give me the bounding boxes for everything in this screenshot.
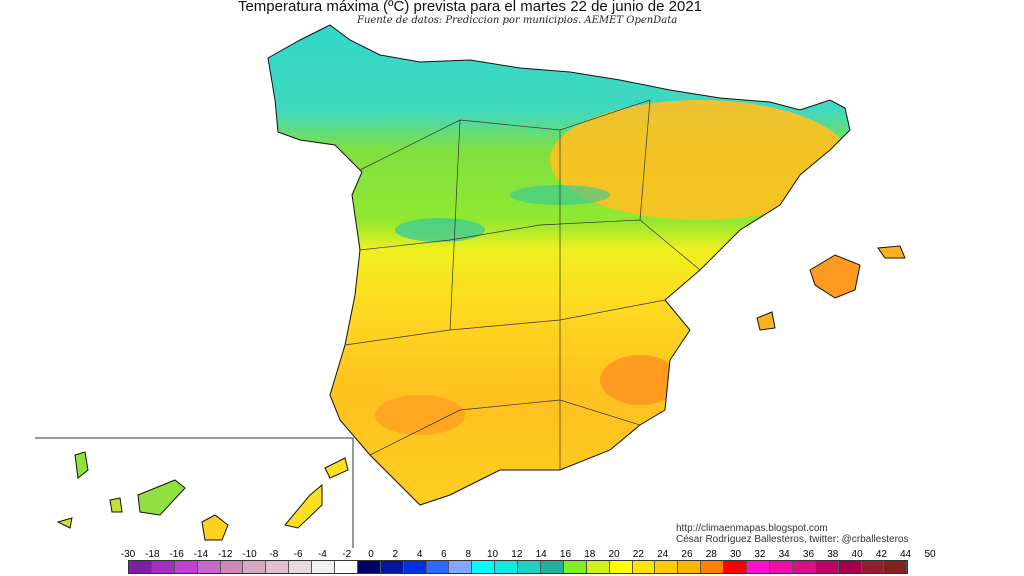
legend-label: 26 xyxy=(681,549,693,560)
legend-label: -10 xyxy=(242,549,257,560)
legend-label: 38 xyxy=(827,549,839,560)
legend-swatch xyxy=(586,561,610,573)
legend-swatch xyxy=(518,561,542,573)
legend-label: 2 xyxy=(392,549,399,560)
legend-swatch xyxy=(289,561,313,573)
legend-swatch xyxy=(815,561,839,573)
legend-swatch xyxy=(861,561,885,573)
legend-label: 10 xyxy=(486,549,499,560)
legend-label: -16 xyxy=(169,549,184,560)
legend-label: 40 xyxy=(851,549,863,560)
legend-swatch xyxy=(655,561,679,573)
legend-swatch xyxy=(243,561,267,573)
legend-swatch xyxy=(220,561,244,573)
legend-swatch xyxy=(609,561,633,573)
legend-swatch xyxy=(380,561,404,573)
legend-swatch xyxy=(403,561,427,573)
legend-label: 12 xyxy=(511,549,523,560)
province-borders xyxy=(344,99,701,470)
legend-label: -2 xyxy=(342,549,352,560)
balearic-islands xyxy=(756,245,906,331)
legend-swatch xyxy=(632,561,656,573)
color-legend xyxy=(128,560,909,574)
legend-swatch xyxy=(449,561,473,573)
legend-swatch xyxy=(197,561,221,573)
legend-swatch xyxy=(701,561,725,573)
legend-swatch xyxy=(129,561,152,573)
legend-label: 14 xyxy=(535,549,547,560)
legend-label: -12 xyxy=(217,549,233,560)
legend-label: 6 xyxy=(441,549,447,560)
legend-swatch xyxy=(495,561,519,573)
legend-swatch xyxy=(838,561,862,573)
legend-label: -6 xyxy=(293,549,303,560)
legend-label: 16 xyxy=(559,549,572,560)
legend-swatch xyxy=(472,561,496,573)
legend-swatch xyxy=(174,561,198,573)
legend-label: 42 xyxy=(875,549,887,560)
legend-label: -14 xyxy=(193,549,209,560)
legend-swatch xyxy=(312,561,336,573)
legend-swatch xyxy=(769,561,793,573)
legend-swatch xyxy=(541,561,564,573)
legend-label: 4 xyxy=(416,549,423,560)
credits: http://climaenmapas.blogspot.com César R… xyxy=(676,523,908,545)
credits-url: http://climaenmapas.blogspot.com xyxy=(676,523,828,534)
legend-label: 20 xyxy=(608,549,620,560)
legend-swatch xyxy=(678,561,702,573)
legend-label: 44 xyxy=(900,549,912,560)
legend-swatch xyxy=(357,561,381,573)
legend-label: 24 xyxy=(657,549,669,560)
legend-label: 36 xyxy=(802,549,815,560)
legend-label: -8 xyxy=(269,549,279,560)
legend-label: 18 xyxy=(584,549,596,560)
legend-label: 28 xyxy=(705,549,717,560)
map-title: Temperatura máxima (ºC) prevista para el… xyxy=(237,0,703,15)
legend-swatch xyxy=(884,561,908,573)
legend-swatch xyxy=(151,561,175,573)
peninsula xyxy=(267,24,851,506)
legend-label: 50 xyxy=(924,549,936,560)
legend-swatch xyxy=(563,561,587,573)
legend-swatch xyxy=(335,561,358,573)
legend-swatch xyxy=(426,561,450,573)
legend-labels: -30 -18 -16 -14 -12 -10 -8 -6 -4 -2 0 2 4 6 8 10 12 14 16 1… xyxy=(118,549,942,561)
legend-label: 34 xyxy=(778,549,790,560)
legend-label: -4 xyxy=(317,549,327,560)
legend-label: -30 xyxy=(120,549,136,560)
legend-swatch xyxy=(792,561,816,573)
legend-swatch xyxy=(724,561,748,573)
legend-swatch xyxy=(747,561,770,573)
canary-inset xyxy=(35,437,354,548)
legend-label: 32 xyxy=(754,549,766,560)
legend-label: -18 xyxy=(145,549,160,560)
credits-author: César Rodríguez Ballesteros, twitter: @c… xyxy=(676,534,909,545)
legend-label: 8 xyxy=(465,549,472,560)
legend-label: 0 xyxy=(368,549,374,560)
map-subtitle: Fuente de datos: Prediccion por municipi… xyxy=(357,15,678,26)
legend-label: 30 xyxy=(730,549,742,560)
legend-label: 22 xyxy=(632,549,644,560)
legend-swatch xyxy=(266,561,290,573)
